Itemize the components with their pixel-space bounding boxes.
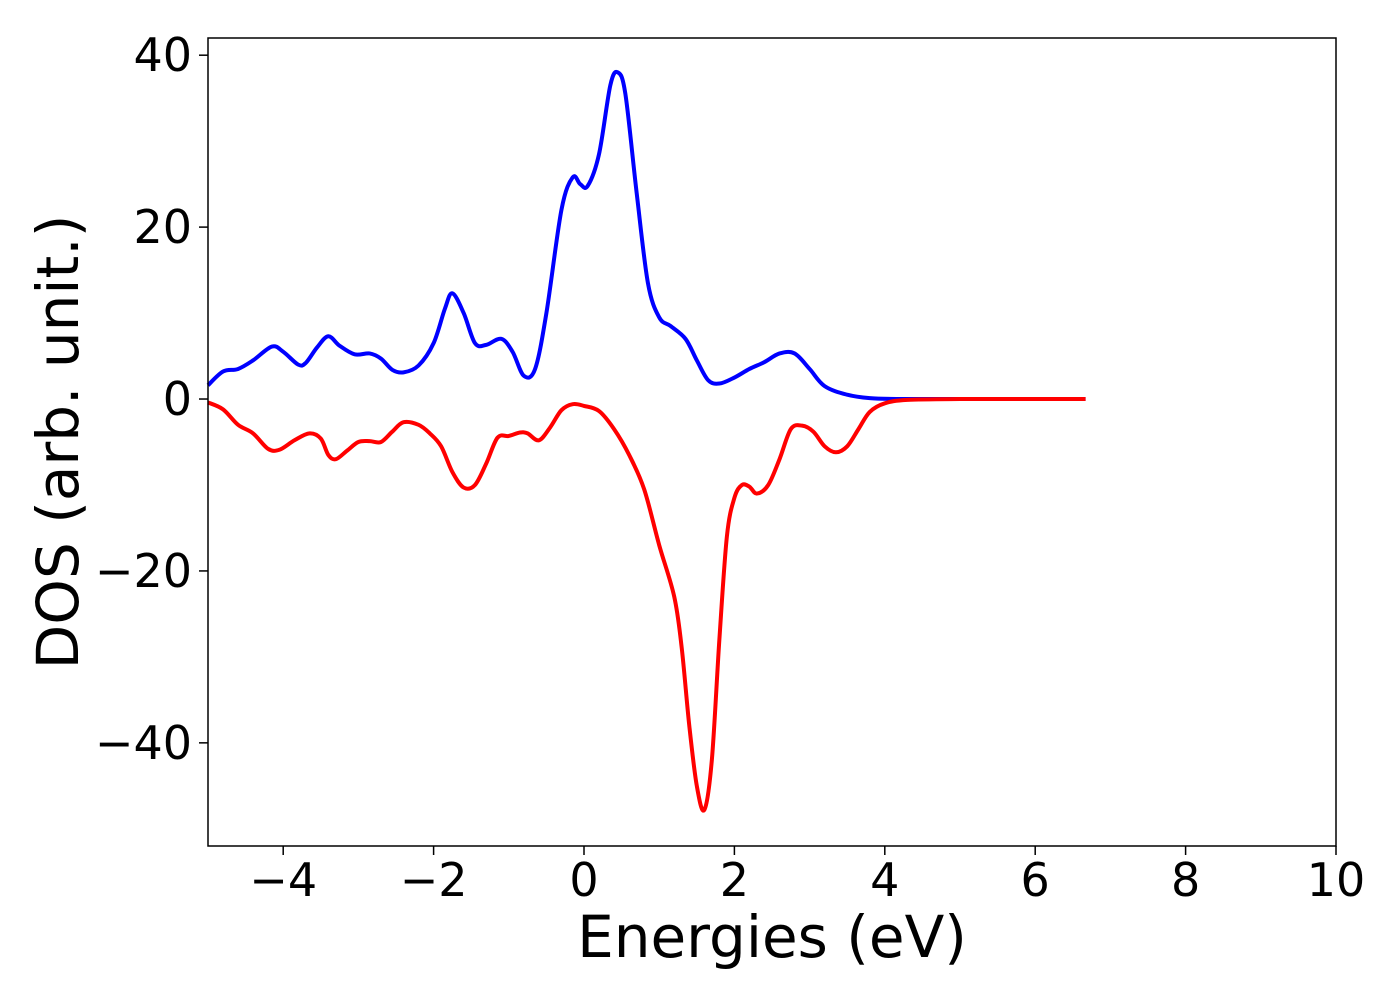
x-tick-label: −2	[400, 853, 468, 907]
x-tick-label: 8	[1171, 853, 1200, 907]
y-axis-title: DOS (arb. unit.)	[24, 215, 92, 670]
series-layer	[206, 69, 1086, 813]
x-tick-label: 10	[1307, 853, 1366, 907]
x-tick-label: −4	[249, 853, 317, 907]
x-tick-label: 4	[870, 853, 899, 907]
plot-frame	[207, 37, 1337, 847]
dos-curve-blue	[206, 69, 1086, 402]
x-tick-label: 0	[569, 853, 598, 907]
y-tick-label: −20	[95, 544, 192, 598]
y-tick-label: 0	[163, 372, 192, 426]
y-tick-label: 40	[133, 28, 192, 82]
x-tick-label: 2	[720, 853, 749, 907]
x-tick-label: 6	[1021, 853, 1050, 907]
y-tick-label: 20	[133, 200, 192, 254]
dos-curve-red	[207, 396, 1086, 813]
y-tick-label: −40	[95, 716, 192, 770]
x-axis-title: Energies (eV)	[577, 903, 967, 971]
